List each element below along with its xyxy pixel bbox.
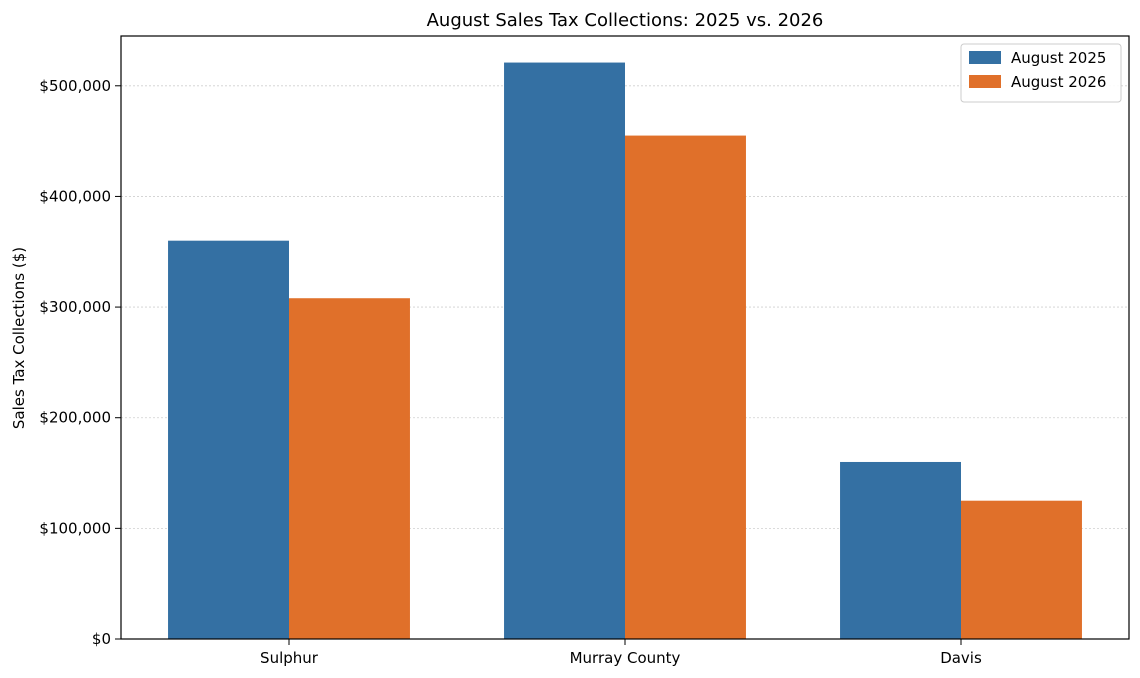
x-tick-label: Murray County xyxy=(570,649,681,667)
y-tick-label: $200,000 xyxy=(39,409,111,427)
bars xyxy=(168,62,1082,639)
x-tick-label: Davis xyxy=(940,649,982,667)
y-axis-title: Sales Tax Collections ($) xyxy=(10,247,28,429)
legend-swatch xyxy=(969,75,1001,88)
bar-sulphur-series-1 xyxy=(168,240,289,639)
bar-sulphur-series-2 xyxy=(289,298,410,639)
y-tick-label: $500,000 xyxy=(39,77,111,95)
bar-murray-county-series-2 xyxy=(625,135,746,639)
y-tick-label: $300,000 xyxy=(39,298,111,316)
chart-title: August Sales Tax Collections: 2025 vs. 2… xyxy=(427,10,824,31)
bar-davis-series-1 xyxy=(840,461,961,639)
bar-murray-county-series-1 xyxy=(504,62,625,639)
plot-frame xyxy=(120,35,1130,640)
y-tick-label: $100,000 xyxy=(39,519,111,537)
legend-swatch xyxy=(969,51,1001,64)
legend-label: August 2025 xyxy=(1011,49,1106,67)
legend[interactable]: August 2025 August 2026 xyxy=(960,43,1122,103)
y-tick-label: $400,000 xyxy=(39,187,111,205)
axes: $0 $100,000 $200,000 $300,000 $400,000 $500,0… xyxy=(39,35,1130,667)
y-tick-label: $0 xyxy=(92,630,111,648)
bar-davis-series-2 xyxy=(961,500,1082,639)
legend-label: August 2026 xyxy=(1011,73,1106,91)
x-tick-label: Sulphur xyxy=(260,649,319,667)
